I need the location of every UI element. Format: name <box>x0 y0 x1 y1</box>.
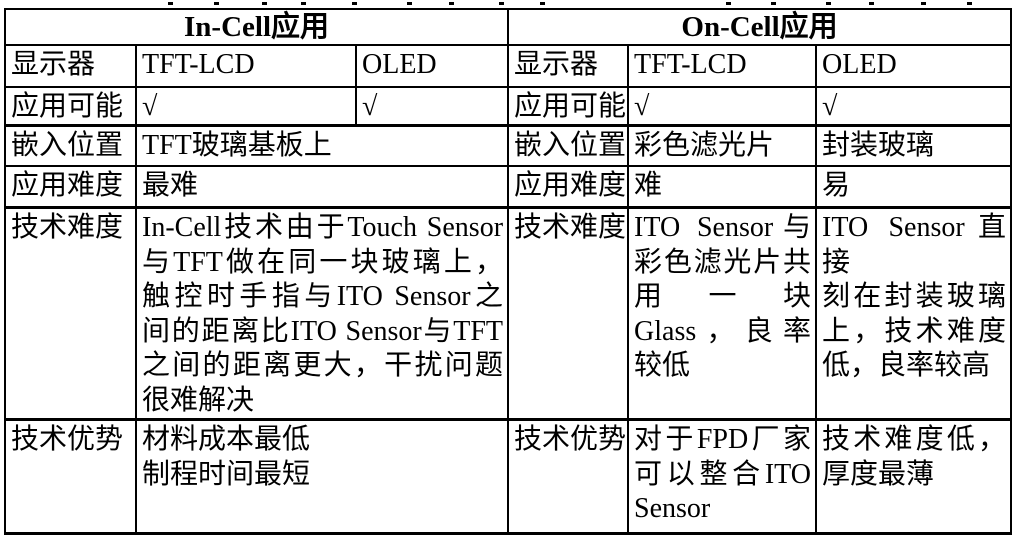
text-line: 可以整合ITO <box>634 458 812 490</box>
oncell-section-header: On-Cell应用 <box>507 8 1013 46</box>
possible-label-left: 应用可能 <box>4 86 137 127</box>
possible-row: 应用可能 √ √ 应用可能 √ √ <box>4 86 1013 127</box>
display-oncell-tftlcd: TFT-LCD <box>627 44 818 88</box>
position-oncell-tftlcd-value: 彩色滤光片 <box>627 124 818 167</box>
techadv-label-right: 技术优势 <box>507 418 630 535</box>
comparison-table: In-Cell应用 On-Cell应用 显示器 TFT-LCD OLED 显示器… <box>3 8 1013 535</box>
position-oncell-oled-value: 封装玻璃 <box>815 124 1013 167</box>
text-line: 触控时手指与ITO Sensor之 <box>142 281 504 312</box>
possible-incell-tftlcd-check: √ <box>135 86 357 127</box>
appdiff-label-left: 应用难度 <box>4 164 137 209</box>
text-line: 对于FPD厂家 <box>634 424 812 455</box>
display-oncell-oled: OLED <box>815 44 1013 88</box>
techdiff-label-right: 技术难度 <box>507 206 630 421</box>
position-label-left: 嵌入位置 <box>4 124 137 167</box>
display-label-right: 显示器 <box>507 44 630 88</box>
text-line: 用一块 <box>634 281 812 312</box>
text-line: 厚度最薄 <box>822 458 935 490</box>
text-line: Sensor <box>634 493 711 524</box>
text-line: 间的距离比ITO Sensor与TFT <box>142 315 504 347</box>
tech-advantage-row: 技术优势 材料成本最低 制程时间最短 技术优势 对于FPD厂家 可以整合ITO … <box>4 418 1013 535</box>
section-header-row: In-Cell应用 On-Cell应用 <box>3 8 1013 46</box>
text-line: 之间的距离更大，干扰问题 <box>142 350 504 381</box>
incell-section-header: In-Cell应用 <box>3 8 510 46</box>
text-line: 刻在封装玻璃 <box>822 281 1007 312</box>
tech-difficulty-row: 技术难度 In-Cell技术由于Touch Sensor 与TFT做在同一块玻璃… <box>4 206 1013 421</box>
text-line: 与TFT做在同一块玻璃上， <box>142 246 504 278</box>
text-line: 上，技术难度 <box>822 315 1007 347</box>
appdiff-oncell-oled-value: 易 <box>815 164 1013 209</box>
techadv-oncell-tftlcd-value: 对于FPD厂家 可以整合ITO Sensor <box>627 418 818 535</box>
display-incell-tftlcd: TFT-LCD <box>135 44 357 88</box>
text-line: 彩色滤光片共 <box>634 246 812 278</box>
text-line: ITO Sensor与 <box>634 212 812 243</box>
techdiff-oncell-tftlcd-value: ITO Sensor与 彩色滤光片共 用一块 Glass，良率 较低 <box>627 206 818 421</box>
position-incell-value: TFT玻璃基板上 <box>134 124 510 167</box>
techdiff-oncell-oled-value: ITO Sensor直接 刻在封装玻璃 上，技术难度 低，良率较高 <box>815 206 1013 421</box>
appdiff-oncell-tftlcd-value: 难 <box>627 164 818 209</box>
possible-label-right: 应用可能 <box>507 86 630 127</box>
text-line: 技术难度低， <box>822 424 1007 455</box>
techadv-label-left: 技术优势 <box>4 418 137 535</box>
appdiff-label-right: 应用难度 <box>507 164 630 209</box>
text-line: 材料成本最低 <box>142 424 311 455</box>
appdiff-incell-value: 最难 <box>134 164 510 209</box>
app-difficulty-row: 应用难度 最难 应用难度 难 易 <box>4 164 1013 209</box>
text-line: In-Cell技术由于Touch Sensor <box>142 212 504 243</box>
cropped-text-remnant <box>0 2 5 5</box>
text-line: ITO Sensor直接 <box>822 212 1007 278</box>
possible-oncell-tftlcd-check: √ <box>627 86 818 127</box>
possible-incell-oled-check: √ <box>354 86 510 127</box>
display-incell-oled: OLED <box>354 44 510 88</box>
display-row: 显示器 TFT-LCD OLED 显示器 TFT-LCD OLED <box>4 44 1013 88</box>
text-line: 较低 <box>634 350 691 381</box>
position-label-right: 嵌入位置 <box>507 124 630 167</box>
text-line: 很难解决 <box>142 384 255 416</box>
techadv-oncell-oled-value: 技术难度低， 厚度最薄 <box>815 418 1013 535</box>
position-row: 嵌入位置 TFT玻璃基板上 嵌入位置 彩色滤光片 封装玻璃 <box>4 124 1013 167</box>
techdiff-incell-value: In-Cell技术由于Touch Sensor 与TFT做在同一块玻璃上， 触控… <box>134 206 510 421</box>
text-line: 低，良率较高 <box>822 350 991 381</box>
display-label-left: 显示器 <box>4 44 137 88</box>
techadv-incell-value: 材料成本最低 制程时间最短 <box>134 418 510 535</box>
techdiff-label-left: 技术难度 <box>4 206 137 421</box>
text-line: 制程时间最短 <box>142 458 311 490</box>
possible-oncell-oled-check: √ <box>815 86 1013 127</box>
text-line: Glass，良率 <box>634 315 812 347</box>
